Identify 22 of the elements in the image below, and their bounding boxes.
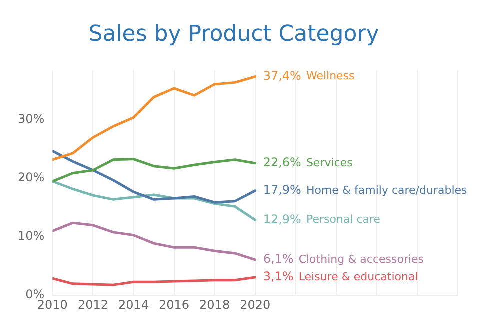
- data-label: 37,4%: [263, 68, 302, 83]
- x-tick-label: 2018: [200, 298, 230, 312]
- data-label: 17,9%: [263, 183, 302, 198]
- text: Personal care: [306, 213, 381, 226]
- text: Clothing & accessories: [298, 252, 424, 266]
- text: Home & family care/durables: [306, 184, 468, 197]
- y-tick-label: 10%: [18, 229, 45, 244]
- x-tick-label: 2020: [240, 298, 271, 312]
- data-label: 6,1%: [263, 252, 294, 266]
- x-tick-label: 2010: [37, 298, 68, 312]
- data-label: 22,6%: [263, 156, 302, 170]
- data-label: 12,9%: [263, 212, 302, 226]
- x-tick-label: 2012: [78, 298, 108, 312]
- y-tick-label: 30%: [18, 112, 45, 126]
- chart-title: Sales by Product Category: [88, 22, 380, 47]
- text: Leisure & educational: [298, 270, 418, 284]
- x-tick-label: 2014: [118, 298, 150, 312]
- text: Wellness: [306, 70, 356, 83]
- y-tick-label: 20%: [18, 170, 45, 185]
- text: Services: [306, 156, 354, 170]
- data-label: 3,1%: [263, 270, 294, 284]
- x-tick-label: 2016: [158, 298, 190, 312]
